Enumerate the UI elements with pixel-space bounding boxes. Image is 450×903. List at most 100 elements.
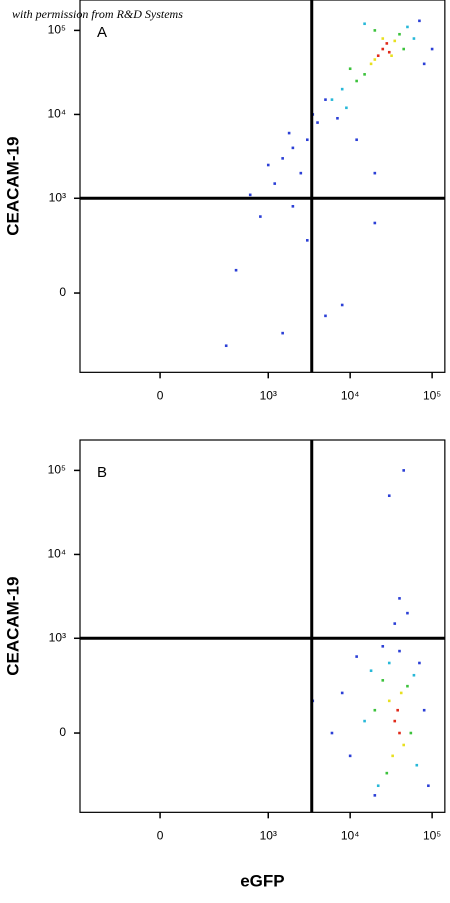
event-dot (224, 344, 228, 348)
event-dot (422, 708, 426, 712)
event-dot (398, 731, 401, 735)
event-dot (373, 794, 377, 797)
event-dot (390, 54, 393, 58)
event-dot (234, 268, 238, 272)
event-dot (330, 98, 334, 101)
y-axis-label: CEACAM-19 (3, 137, 22, 236)
event-dot (402, 47, 405, 51)
event-dot (369, 62, 373, 66)
x-axis-label: eGFP (240, 871, 284, 890)
plot-frame (79, 439, 446, 813)
event-dot (355, 79, 358, 83)
x-tick-label: 10³ (260, 389, 277, 403)
x-tick-label: 10⁴ (341, 829, 360, 843)
event-dot (340, 87, 344, 91)
x-tick-label: 0 (157, 829, 164, 843)
event-dot (355, 138, 358, 142)
event-dot (373, 171, 377, 175)
y-tick-label: 10⁵ (48, 463, 66, 477)
x-tick-label: 0 (157, 389, 164, 403)
y-tick-label: 10³ (49, 190, 66, 204)
event-dot (385, 771, 389, 775)
event-dot (406, 611, 409, 615)
y-tick-label: 0 (59, 725, 66, 739)
y-tick-label: 10⁴ (47, 547, 66, 561)
event-dot (430, 47, 434, 51)
event-dot (330, 731, 334, 735)
event-dot (324, 314, 327, 318)
plot-frame (79, 0, 446, 373)
event-dot (316, 121, 319, 124)
event-dot (248, 193, 252, 197)
event-dot (427, 784, 430, 788)
event-dot (387, 494, 391, 498)
event-dot (376, 54, 380, 58)
event-dot (398, 32, 401, 36)
event-dot (259, 215, 262, 218)
y-axis-label: CEACAM-19 (3, 577, 22, 676)
event-dot (406, 25, 409, 29)
event-dot (273, 182, 277, 185)
y-tick-label: 0 (59, 285, 66, 299)
event-dot (305, 138, 309, 142)
event-dot (376, 784, 380, 788)
event-dot (387, 661, 391, 665)
event-dot (369, 669, 373, 673)
event-dot (373, 221, 377, 225)
event-dot (415, 763, 419, 767)
event-dot (373, 58, 377, 61)
event-dot (418, 661, 421, 665)
event-dot (393, 719, 397, 723)
event-dot (387, 50, 391, 54)
event-dot (391, 754, 394, 758)
event-dot (324, 98, 327, 101)
event-dot (398, 649, 401, 653)
x-tick-label: 10⁵ (423, 389, 441, 403)
event-dot (305, 239, 309, 242)
event-dot (363, 73, 366, 76)
event-dot (387, 699, 391, 703)
event-dot (340, 303, 344, 307)
event-dot (418, 19, 421, 23)
event-dot (402, 469, 405, 472)
event-dot (381, 37, 385, 40)
event-dot (287, 131, 291, 135)
event-dot (355, 655, 358, 658)
event-dot (348, 67, 352, 71)
event-dot (281, 157, 284, 160)
x-tick-label: 10⁵ (423, 829, 441, 843)
event-dot (398, 597, 401, 600)
event-dot (422, 62, 426, 66)
event-dot (412, 673, 416, 677)
event-dot (336, 116, 339, 120)
event-dot (402, 743, 405, 747)
event-dot (409, 731, 413, 735)
event-dot (281, 331, 284, 335)
panel-label: B (97, 464, 107, 481)
y-tick-label: 10³ (49, 630, 66, 644)
event-dot (381, 47, 385, 51)
event-dot (373, 708, 377, 712)
y-tick-label: 10⁴ (47, 107, 66, 121)
y-tick-label: 10⁵ (48, 23, 66, 37)
event-dot (393, 39, 397, 43)
event-dot (291, 205, 295, 208)
panel-label: A (97, 24, 107, 41)
event-dot (393, 622, 397, 625)
event-dot (363, 719, 366, 723)
event-dot (299, 171, 303, 175)
event-dot (399, 691, 403, 695)
event-dot (348, 754, 352, 758)
event-dot (291, 146, 295, 150)
event-dot (363, 22, 366, 26)
event-dot (385, 42, 389, 45)
event-dot (381, 679, 385, 682)
event-dot (412, 37, 416, 40)
event-dot (396, 708, 399, 712)
event-dot (340, 691, 344, 695)
x-tick-label: 10³ (260, 829, 277, 843)
event-dot (345, 106, 348, 110)
event-dot (266, 163, 270, 167)
event-dot (381, 645, 385, 648)
